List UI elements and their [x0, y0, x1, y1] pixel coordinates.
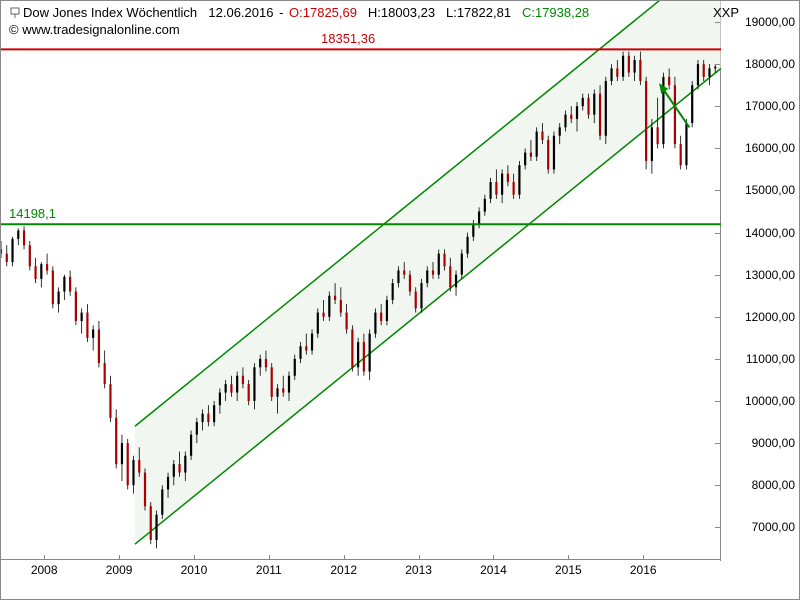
- y-tick-label: 17000,00: [745, 99, 795, 113]
- x-tick-label: 2016: [630, 563, 657, 577]
- support_line-label: 14198,1: [9, 206, 56, 221]
- y-tick-label: 19000,00: [745, 15, 795, 29]
- pin-icon: [9, 7, 21, 19]
- chart-plot-area[interactable]: 18351,3614198,1: [1, 1, 721, 561]
- y-axis-label: XXP: [713, 5, 739, 20]
- ohlc-close-label: C:: [522, 5, 535, 20]
- x-tick-label: 2009: [106, 563, 133, 577]
- y-tick-label: 9000,00: [752, 436, 795, 450]
- y-tick-label: 8000,00: [752, 478, 795, 492]
- x-tick-label: 2015: [555, 563, 582, 577]
- chart-svg: [1, 1, 721, 561]
- ohlc-high-value: 18003,23: [381, 5, 435, 20]
- y-tick-label: 10000,00: [745, 394, 795, 408]
- chart-date: 12.06.2016: [208, 5, 273, 20]
- copyright-text: © www.tradesignalonline.com: [9, 22, 589, 37]
- y-tick-label: 18000,00: [745, 57, 795, 71]
- y-tick-label: 16000,00: [745, 141, 795, 155]
- ohlc-close-value: 17938,28: [535, 5, 589, 20]
- ohlc-low-label: L:: [446, 5, 457, 20]
- chart-header: Dow Jones Index Wöchentlich 12.06.2016 -…: [9, 5, 589, 37]
- y-tick-label: 13000,00: [745, 268, 795, 282]
- y-tick-label: 12000,00: [745, 310, 795, 324]
- x-tick-label: 2011: [256, 563, 282, 577]
- ohlc-low-value: 17822,81: [457, 5, 511, 20]
- x-tick-label: 2014: [480, 563, 507, 577]
- y-tick-label: 15000,00: [745, 183, 795, 197]
- ohlc-open-label: O:: [289, 5, 303, 20]
- ohlc-open-value: 17825,69: [303, 5, 357, 20]
- x-tick-label: 2012: [330, 563, 357, 577]
- y-tick-label: 14000,00: [745, 226, 795, 240]
- chart-title: Dow Jones Index Wöchentlich: [23, 5, 197, 20]
- x-axis-area: 2008 2009 2010 2011 2012 2013 2014 2015 2016: [1, 559, 721, 599]
- x-tick-label: 2010: [181, 563, 208, 577]
- y-tick-label: 7000,00: [752, 520, 795, 534]
- y-tick-label: 11000,00: [746, 352, 795, 366]
- x-tick-label: 2008: [31, 563, 58, 577]
- chart-container: Dow Jones Index Wöchentlich 12.06.2016 -…: [0, 0, 800, 600]
- x-tick-label: 2013: [405, 563, 432, 577]
- ohlc-high-label: H:: [368, 5, 381, 20]
